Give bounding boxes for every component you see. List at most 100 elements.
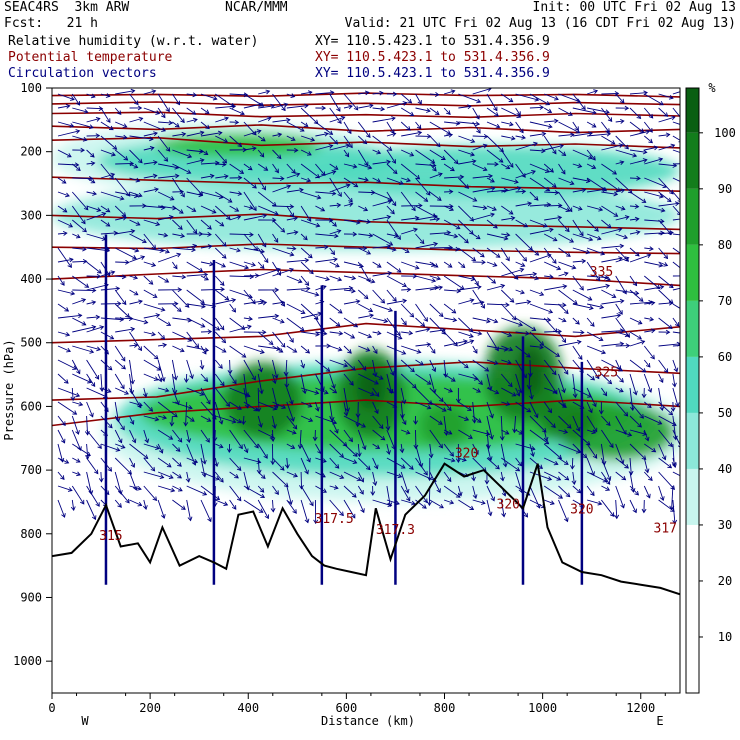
wind-vector xyxy=(586,205,603,211)
wind-vector-head xyxy=(476,418,482,423)
wind-vector xyxy=(372,233,393,246)
wind-vector-head xyxy=(116,110,122,115)
wind-vector xyxy=(601,219,612,229)
wind-vector xyxy=(357,121,371,138)
wind-vector xyxy=(272,185,291,193)
wind-vector-head xyxy=(83,205,89,211)
wind-vector xyxy=(157,359,165,382)
wind-vector-head xyxy=(554,190,560,196)
wind-vector-head xyxy=(624,464,629,469)
wind-vector xyxy=(100,93,110,97)
wind-vector xyxy=(143,401,153,412)
wind-vector-head xyxy=(288,500,293,505)
wind-vector-head xyxy=(552,149,557,155)
wind-vector-head xyxy=(359,490,364,495)
wind-vector xyxy=(229,485,242,501)
wind-vector xyxy=(186,118,198,123)
wind-vector-head xyxy=(373,349,378,355)
wind-vector xyxy=(486,135,504,153)
wind-vector-head xyxy=(234,119,240,125)
wind-vector-head xyxy=(486,318,491,324)
wind-vector xyxy=(558,177,574,185)
wind-vector-head xyxy=(501,512,507,518)
wind-vector xyxy=(429,415,443,425)
wind-vector xyxy=(172,247,196,251)
wind-vector-head xyxy=(598,336,604,342)
wind-vector xyxy=(671,485,674,510)
wind-vector-head xyxy=(111,151,116,157)
wind-vector-head xyxy=(191,207,197,212)
wind-vector xyxy=(129,191,142,197)
wind-vector-head xyxy=(143,454,149,459)
wind-vector xyxy=(129,457,135,468)
wind-vector xyxy=(500,289,515,303)
wind-vector-head xyxy=(681,118,685,122)
center-name: NCAR/MMM xyxy=(225,0,288,15)
wind-vector-head xyxy=(434,110,440,116)
wind-vector-head xyxy=(448,132,454,138)
wind-vector xyxy=(458,149,475,156)
wind-vector-head xyxy=(251,375,256,381)
wind-vector xyxy=(515,170,536,179)
wind-vector-head xyxy=(280,227,286,233)
wind-vector xyxy=(372,135,392,151)
wind-vector xyxy=(372,345,378,354)
wind-vector xyxy=(214,401,223,425)
wind-vector xyxy=(586,163,596,169)
wind-vector xyxy=(572,177,590,182)
wind-vector xyxy=(329,373,335,389)
wind-vector-head xyxy=(396,268,402,273)
wind-vector-head xyxy=(168,214,174,220)
wind-vector xyxy=(429,261,439,268)
wind-vector xyxy=(400,457,414,470)
wind-vector xyxy=(329,135,338,145)
wind-vector xyxy=(186,345,209,351)
wind-vector-head xyxy=(361,423,366,428)
wind-vector xyxy=(458,373,478,380)
wind-vector xyxy=(486,373,492,391)
wind-vector-head xyxy=(299,326,305,332)
wind-vector-head xyxy=(453,233,459,239)
wind-vector-head xyxy=(184,378,189,383)
wind-vector xyxy=(515,373,522,393)
wind-vector xyxy=(458,286,481,291)
wind-vector-head xyxy=(612,170,618,175)
wind-vector xyxy=(515,190,526,193)
wind-vector-head xyxy=(348,143,353,149)
wind-vector xyxy=(343,499,356,519)
wind-vector-head xyxy=(152,496,158,502)
x-tick-label: 600 xyxy=(336,701,358,715)
wind-vector-head xyxy=(624,215,630,220)
wind-vector-head xyxy=(683,274,686,278)
wind-vector-head xyxy=(427,476,433,482)
wind-vector-head xyxy=(313,315,319,320)
wind-vector xyxy=(115,90,135,95)
wind-vector xyxy=(114,359,126,370)
wind-vector xyxy=(615,275,627,294)
wind-vector-head xyxy=(295,172,301,178)
wind-vector xyxy=(358,314,374,319)
wind-vector-head xyxy=(562,403,567,408)
wind-vector-head xyxy=(290,444,296,449)
wind-vector-head xyxy=(130,463,135,468)
wind-vector-head xyxy=(89,152,95,158)
wind-vector xyxy=(143,275,153,285)
wind-vector xyxy=(643,121,653,133)
wind-vector xyxy=(258,90,270,95)
wind-vector xyxy=(129,219,141,226)
wind-vector-head xyxy=(140,255,146,260)
wind-vector-head xyxy=(130,326,136,332)
wind-vector-head xyxy=(590,322,595,327)
wind-vector xyxy=(672,429,680,446)
wind-vector xyxy=(315,233,338,237)
wind-vector xyxy=(229,163,244,174)
wind-vector xyxy=(500,415,503,440)
wind-vector-head xyxy=(441,407,447,412)
wind-vector xyxy=(57,163,79,166)
wind-vector xyxy=(658,457,672,469)
wind-vector xyxy=(257,331,274,345)
wind-vector xyxy=(300,457,309,474)
wind-vector-head xyxy=(596,235,602,241)
wind-vector xyxy=(486,303,509,306)
wind-vector-head xyxy=(482,143,488,149)
